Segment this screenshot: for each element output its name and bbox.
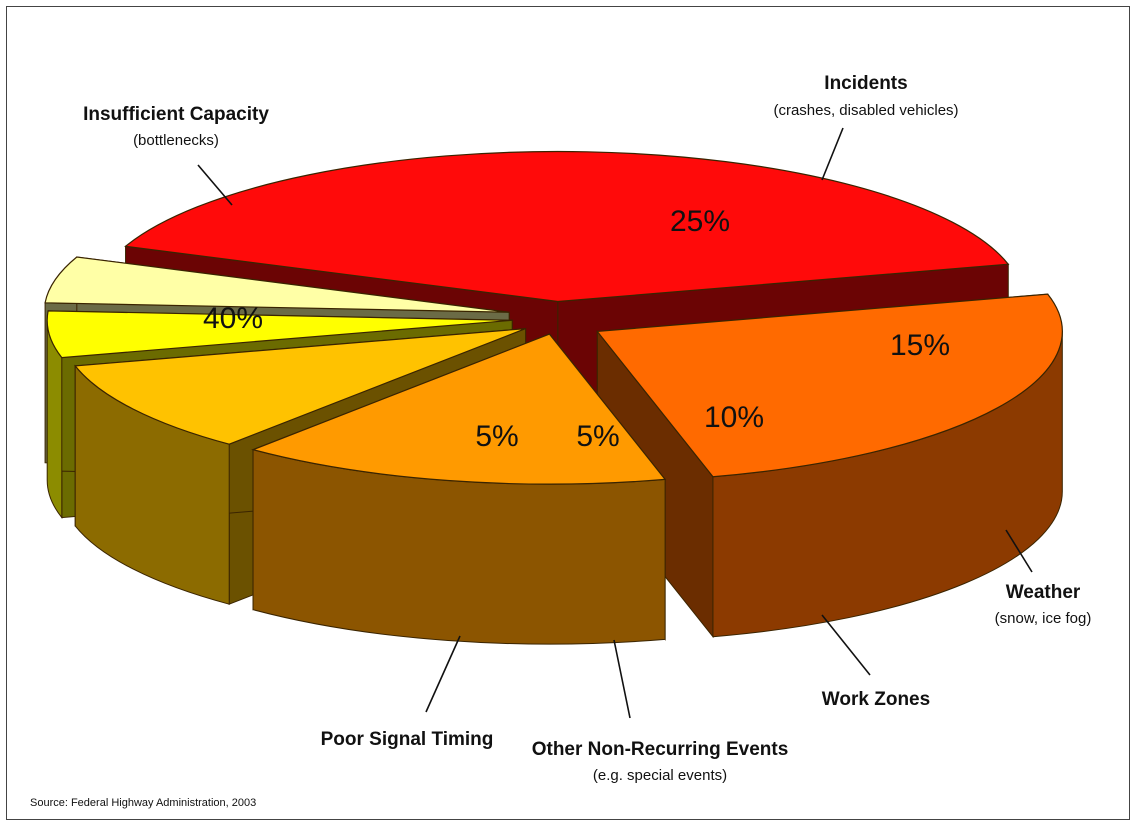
pct-label-capacity: 40% <box>203 302 263 335</box>
slice-top-weather <box>251 333 667 485</box>
slice-label-weather: Weather <box>1006 582 1081 603</box>
slice-sublabel-incidents: (crashes, disabled vehicles) <box>773 102 958 119</box>
slice-top-signal <box>44 256 510 313</box>
slice-top-other <box>46 310 513 359</box>
leader-line-incidents <box>821 127 844 181</box>
slice-label-capacity: Insufficient Capacity <box>83 104 269 125</box>
slice-top-incidents <box>596 293 1063 478</box>
pie-slice-incidents <box>596 293 1063 639</box>
pct-label-weather: 15% <box>890 329 950 362</box>
slice-label-other: Other Non-Recurring Events <box>532 739 789 760</box>
leader-line-workzones <box>821 614 871 676</box>
slice-sublabel-weather: (snow, ice fog) <box>995 610 1092 627</box>
pct-label-signal: 5% <box>475 420 518 453</box>
leader-lines <box>197 127 1033 719</box>
slice-top-workzones <box>74 328 526 445</box>
leader-line-capacity <box>197 164 233 206</box>
slice-sublabel-other: (e.g. special events) <box>593 767 727 784</box>
slice-label-signal: Poor Signal Timing <box>321 729 494 750</box>
slice-sublabel-capacity: (bottlenecks) <box>133 132 219 149</box>
pie-slice-weather <box>251 332 667 645</box>
leader-line-other <box>613 639 631 719</box>
pct-label-other: 5% <box>576 420 619 453</box>
pct-label-workzones: 10% <box>704 401 764 434</box>
slice-top-capacity <box>124 150 1010 303</box>
slice-label-incidents: Incidents <box>824 73 907 94</box>
slice-label-workzones: Work Zones <box>822 689 930 710</box>
leader-line-weather <box>1005 529 1033 573</box>
pie-slices-group <box>44 150 1063 645</box>
leader-line-signal <box>425 635 461 713</box>
source-note: Source: Federal Highway Administration, … <box>30 797 256 809</box>
pct-label-incidents: 25% <box>670 205 730 238</box>
